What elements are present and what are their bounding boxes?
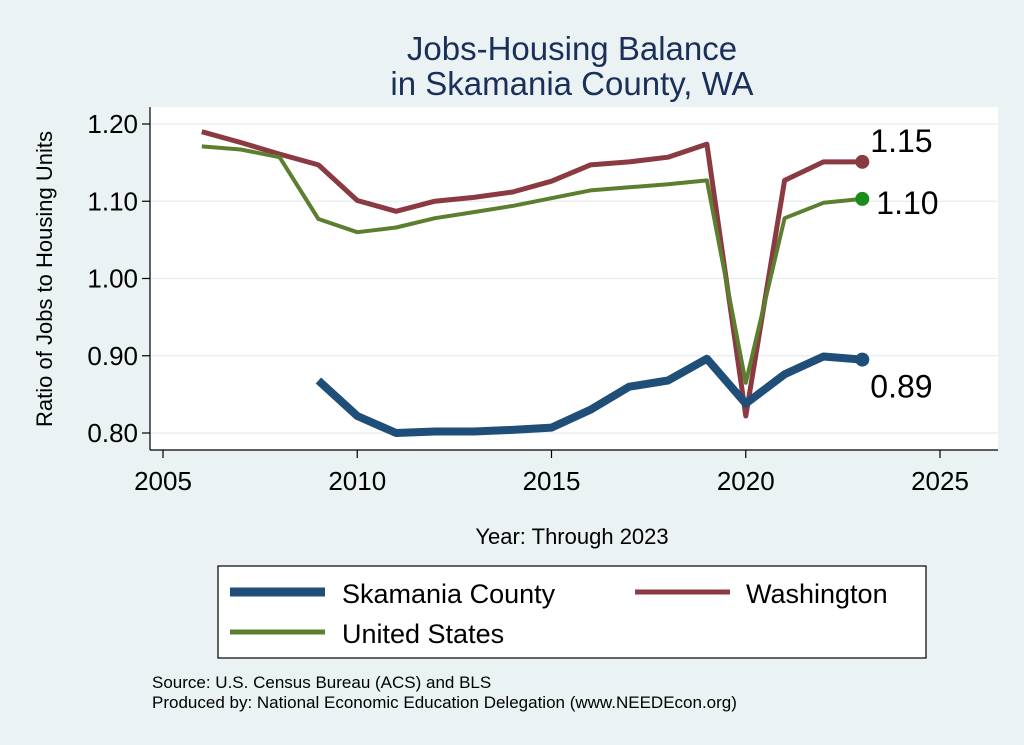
y-tick-label-3: 0.90 [87,341,138,371]
end-marker-skamania-county [855,352,870,367]
legend-label-united-states: United States [342,619,504,649]
end-label-washington: 1.15 [870,123,932,159]
series-line-united-states [201,144,863,385]
grid [150,123,998,434]
x-tick-label-4: 2025 [911,466,969,496]
chart-title-line-1: Jobs-Housing Balance [407,30,737,67]
footer-produced-by: Produced by: National Economic Education… [152,693,737,712]
legend-label-washington: Washington [746,579,888,609]
x-axis-label: Year: Through 2023 [475,524,668,549]
series-line-skamania-county [315,352,863,437]
legend-box [217,565,927,659]
legend-label-skamania: Skamania County [342,579,556,609]
end-marker-united-states [855,191,870,206]
end-labels: 1.15 1.10 0.89 [855,123,939,405]
x-tick-label-1: 2010 [328,466,386,496]
y-tick-label-1: 1.10 [87,186,138,216]
x-ticks: 2005 2010 2015 2020 2025 [134,450,969,496]
y-axis-label: Ratio of Jobs to Housing Units [32,131,57,427]
y-tick-label-0: 1.20 [87,109,138,139]
legend: Skamania County Washington United States [217,565,927,659]
x-tick-label-2: 2015 [523,466,581,496]
y-ticks: 1.20 1.10 1.00 0.90 0.80 [87,109,150,448]
y-tick-label-2: 1.00 [87,264,138,294]
x-tick-label-0: 2005 [134,466,192,496]
chart-title-line-2: in Skamania County, WA [390,65,753,102]
end-marker-washington [855,154,870,169]
series-group [201,129,863,437]
end-label-skamania-county: 0.89 [870,369,932,405]
y-tick-label-4: 0.80 [87,418,138,448]
footer-source: Source: U.S. Census Bureau (ACS) and BLS [152,673,491,692]
end-label-united-states: 1.10 [876,185,938,221]
x-tick-label-3: 2020 [717,466,775,496]
series-line-washington [201,129,863,419]
